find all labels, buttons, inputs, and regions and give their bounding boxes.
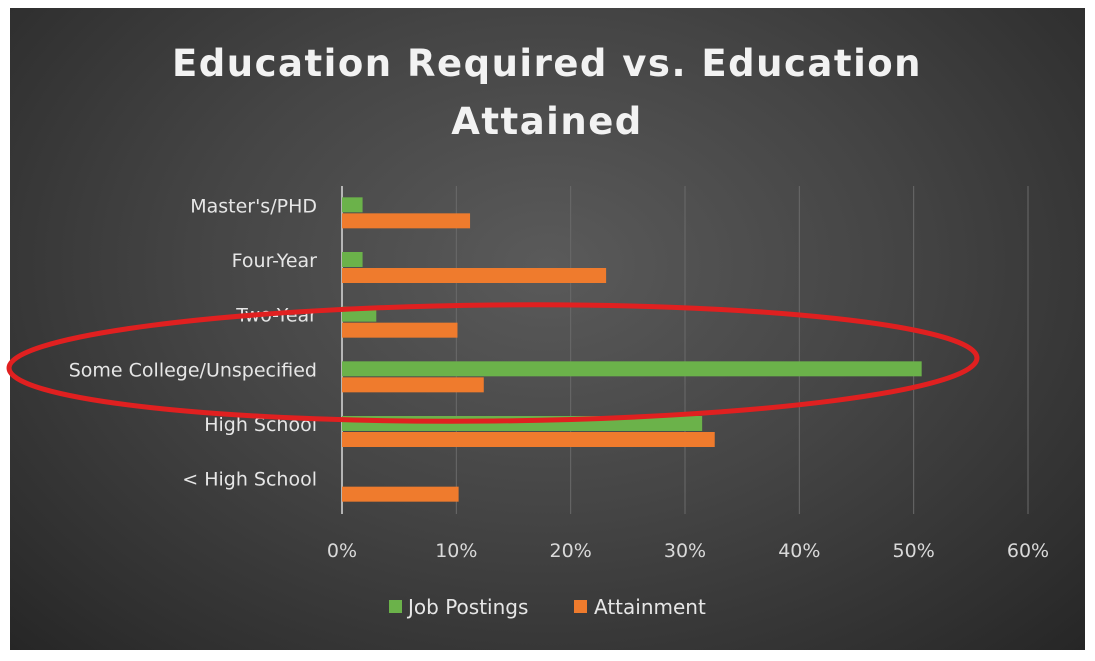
legend-swatch	[574, 600, 587, 613]
x-tick-label: 0%	[327, 540, 357, 562]
category-label: Four-Year	[232, 250, 318, 272]
bars-layer	[342, 197, 922, 502]
x-tick-label: 30%	[664, 540, 706, 562]
bar-job-postings	[342, 252, 363, 267]
category-label: Some College/Unspecified	[69, 359, 317, 381]
legend-swatch	[389, 600, 402, 613]
x-axis-ticks: 0% 10% 20% 30% 40% 50% 60%	[327, 540, 1049, 562]
x-tick-label: 20%	[550, 540, 592, 562]
x-tick-label: 10%	[435, 540, 477, 562]
category-label: Master's/PHD	[190, 195, 317, 217]
bar-job-postings	[342, 361, 922, 377]
annotation-layer	[6, 302, 980, 424]
bar-job-postings	[342, 197, 363, 213]
bar-attainment	[342, 213, 471, 229]
x-tick-label: 40%	[778, 540, 820, 562]
x-tick-label: 60%	[1007, 540, 1049, 562]
chart-title-line-1: Education Required vs. Education	[172, 42, 922, 85]
grid-layer	[341, 186, 1029, 514]
bar-attainment	[342, 377, 484, 393]
chart-title-line-2: Attained	[451, 100, 643, 143]
bar-attainment	[342, 486, 459, 502]
bar-attainment	[342, 322, 458, 338]
annotation-ellipse	[6, 302, 980, 424]
legend-label: Job Postings	[406, 595, 528, 619]
x-tick-label: 50%	[893, 540, 935, 562]
legend-label: Attainment	[594, 595, 706, 619]
legend: Job Postings Attainment	[389, 595, 706, 619]
category-label: < High School	[182, 469, 317, 491]
bar-attainment	[342, 268, 607, 283]
bar-attainment	[342, 432, 715, 447]
